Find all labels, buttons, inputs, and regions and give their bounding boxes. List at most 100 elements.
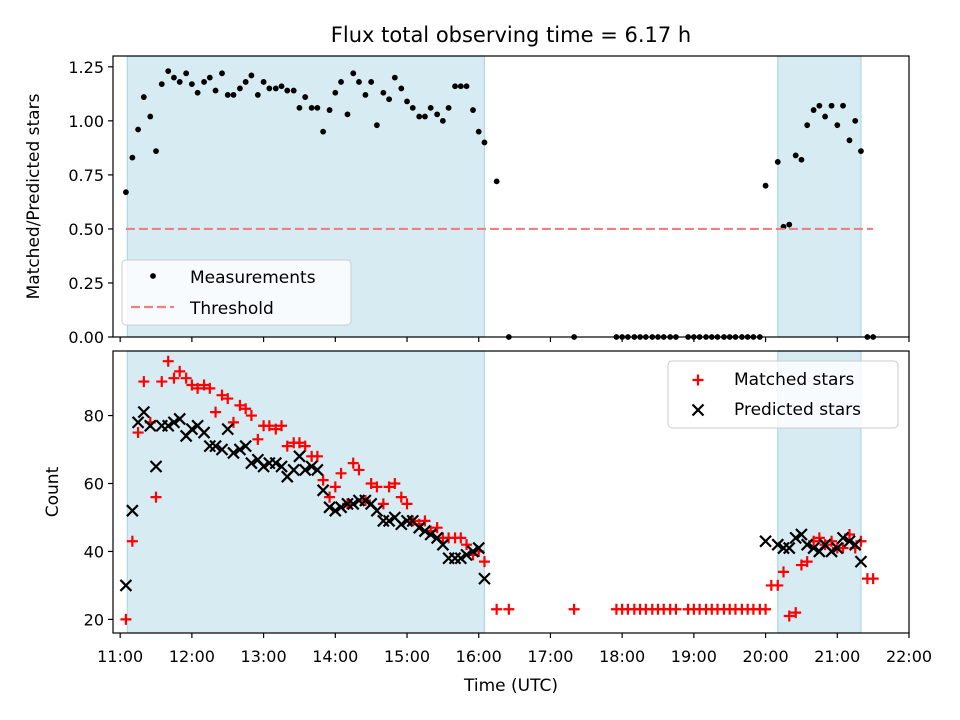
predicted-star-point [412, 521, 426, 534]
measurement-point [290, 87, 297, 94]
matched-star-point [329, 481, 341, 493]
count-legend: Matched stars Predicted stars [667, 360, 899, 429]
legend-measurement-marker [150, 273, 156, 279]
matched-star-point [245, 410, 257, 422]
measurement-point [308, 104, 315, 111]
y-tick-label: 0.50 [68, 220, 104, 239]
measurement-point [302, 94, 309, 100]
measurement-point [194, 89, 201, 96]
y-tick-label: 60 [84, 475, 104, 494]
x-tick-label: 14:00 [312, 647, 358, 666]
matched-star-point [180, 372, 192, 384]
predicted-star-point [221, 422, 235, 436]
x-tick-label: 20:00 [743, 647, 789, 666]
predicted-star-point [227, 446, 240, 460]
measurement-point [439, 117, 446, 124]
matched-star-point [192, 382, 204, 394]
matched-star-point [168, 372, 180, 384]
predicted-star-point [448, 551, 462, 565]
measurement-point [153, 148, 159, 155]
predicted-star-point [843, 534, 856, 548]
predicted-star-point [836, 531, 850, 545]
matched-star-point [263, 420, 275, 432]
y-tick-label: 1.25 [68, 58, 104, 77]
measurement-point [362, 92, 369, 98]
predicted-star-point [771, 538, 785, 551]
matched-star-point [222, 393, 234, 405]
matched-star-point [801, 556, 813, 568]
count-y-axis-ticks: 20 40 60 80 [84, 407, 113, 629]
predicted-star-point [161, 419, 175, 433]
matched-star-point [204, 382, 216, 394]
measurement-point [762, 182, 769, 189]
matched-star-point [174, 365, 186, 377]
measurement-point [798, 156, 805, 163]
predicted-star-point [478, 572, 491, 585]
matched-star-point [281, 440, 293, 452]
matched-star-point [867, 573, 879, 585]
count-x-axis-ticks: 11:00 12:00 13:00 14:00 15:00 16:00 17:00 18:00… [97, 633, 932, 666]
predicted-star-point [789, 531, 802, 545]
ratio-y-axis-label: Matched/Predicted stars [24, 93, 44, 299]
measurement-point [409, 104, 416, 111]
measurement-point [176, 79, 183, 85]
matched-star-point [252, 433, 264, 445]
matched-star-point [234, 399, 246, 411]
measurement-point [416, 113, 423, 120]
measurement-point [368, 79, 375, 85]
matched-star-point [760, 603, 772, 615]
measurement-point [254, 92, 261, 98]
matched-star-point [790, 607, 802, 619]
matched-star-point [276, 420, 288, 432]
matched-star-point [293, 437, 305, 449]
predicted-star-point [167, 416, 181, 429]
measurement-point [147, 113, 154, 120]
predicted-star-point [316, 484, 330, 497]
matched-star-point [216, 389, 228, 401]
matched-star-point [311, 450, 323, 462]
legend-label: Measurements [190, 268, 316, 288]
matched-star-point [419, 515, 431, 527]
measurement-point [237, 85, 243, 92]
measurement-point [314, 104, 321, 111]
measurement-point [816, 102, 823, 109]
matched-star-point [401, 498, 413, 510]
measurement-point [183, 70, 190, 77]
x-tick-label: 19:00 [671, 647, 717, 666]
measurement-point [272, 85, 279, 92]
matched-star-point [150, 491, 162, 503]
matched-star-point [240, 403, 252, 415]
predicted-star-point [119, 579, 133, 592]
measurement-point [463, 83, 470, 90]
predicted-star-point [305, 460, 318, 473]
measurement-point [165, 68, 172, 75]
predicted-star-point [377, 514, 390, 528]
measurement-point [380, 89, 387, 96]
ratio-plot-frame [112, 55, 910, 338]
matched-star-point [186, 379, 198, 391]
measurement-point [260, 79, 267, 85]
legend-label: Predicted stars [734, 400, 861, 420]
measurement-point [373, 122, 380, 129]
predicted-star-point [215, 443, 229, 456]
ratio-panel: 0.00 0.25 0.50 0.75 1.00 1.25 Matched/Predict… [24, 55, 910, 347]
predicted-star-point [795, 528, 808, 541]
y-tick-label: 0.00 [68, 328, 104, 347]
predicted-star-point [149, 460, 163, 473]
measurement-point [248, 72, 255, 79]
x-tick-label: 17:00 [527, 647, 573, 666]
measurement-point [493, 178, 500, 185]
measurement-point [846, 137, 853, 144]
measurement-point [822, 113, 828, 120]
y-tick-label: 0.25 [68, 274, 104, 293]
predicted-star-point [144, 419, 157, 433]
matched-star-point [455, 532, 467, 544]
matched-star-point [813, 532, 825, 544]
predicted-star-point [203, 439, 217, 453]
predicted-star-point [395, 517, 408, 531]
predicted-star-point [807, 541, 820, 555]
measurement-point [188, 81, 195, 87]
measurement-point [404, 98, 410, 105]
chart-title: Flux total observing time = 6.17 h [331, 23, 691, 47]
